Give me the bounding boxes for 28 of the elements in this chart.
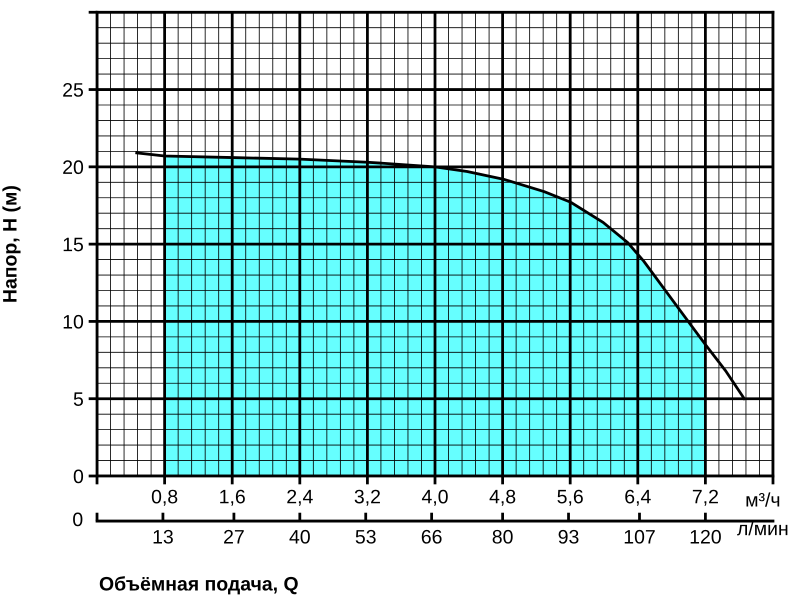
- y-axis-title: Напор, H (м): [2, 186, 21, 302]
- x2-tick-label: 53: [356, 530, 376, 544]
- x-tick-label: 5,6: [557, 490, 583, 506]
- x-tick-label: 4,8: [490, 490, 516, 506]
- y-tick-label: 10: [64, 314, 84, 329]
- y-tick-label: 25: [63, 83, 84, 97]
- y-tick-label: 20: [63, 160, 84, 174]
- x2-tick-label: 120: [690, 530, 721, 544]
- text: Объёмная подача, Q: [100, 576, 298, 594]
- y-tick-label: 0: [74, 469, 84, 484]
- x-tick-label: 7,2: [692, 490, 718, 506]
- x2-tick-label: 40: [289, 530, 310, 544]
- x2-tick-label: 80: [492, 530, 513, 544]
- x-tick-label: 3,2: [354, 490, 380, 506]
- x-axis-title: м³/ч: [746, 492, 780, 507]
- x-tick-label: 0,8: [152, 490, 178, 506]
- x2-axis-title: л/мин: [737, 521, 788, 536]
- x2-tick-label: 107: [624, 530, 655, 544]
- x-tick-label: 6,4: [625, 490, 651, 506]
- x2-tick-label: 27: [224, 530, 244, 544]
- x-tick-label: 2,4: [287, 490, 313, 506]
- y-tick-label: 15: [64, 238, 84, 252]
- y-tick-label: 5: [74, 392, 84, 406]
- x-tick-label: 1,6: [220, 490, 245, 506]
- x2-tick-label: 93: [558, 530, 578, 544]
- x2-tick-label: 13: [154, 530, 173, 544]
- x-tick-label: 4,0: [422, 490, 448, 506]
- x2-tick-label: 66: [422, 530, 442, 544]
